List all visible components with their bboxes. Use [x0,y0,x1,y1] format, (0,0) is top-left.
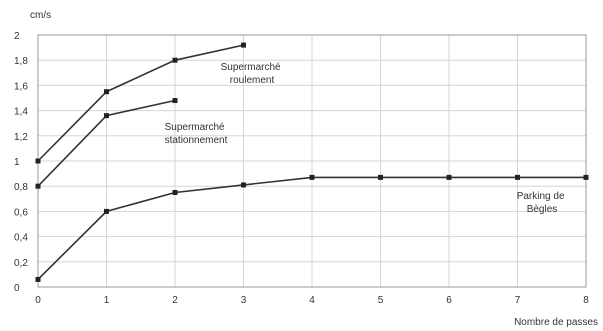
series-label-line: Parking de [517,191,565,202]
y-tick-label: 1,6 [14,81,28,92]
series-label-supermarche-stationnement: Supermarché stationnement [165,122,228,146]
data-point [378,174,383,180]
series-label-parking-de-begles: Parking de Bègles [517,191,568,215]
y-tick-label: 1,2 [14,132,28,143]
data-point [104,89,109,95]
series-label-supermarche-roulement: Supermarché roulement [221,62,284,86]
x-tick-label: 7 [515,295,521,306]
series-group [35,42,589,282]
series-label-line: Supermarché [165,122,225,133]
data-point [104,208,109,214]
y-tick-label: 1,8 [14,56,28,67]
data-point [172,57,178,63]
data-point [172,98,178,104]
x-tick-label: 2 [172,295,178,306]
series-label-line: Bègles [527,204,558,215]
data-point [35,158,41,164]
x-tick-label: 8 [583,295,589,306]
data-point [309,174,315,180]
data-point [35,183,41,189]
data-point [104,113,109,119]
y-tick-label: 1 [14,157,20,168]
data-point [515,174,520,180]
series-label-line: roulement [230,75,275,86]
x-axis-label: Nombre de passes [514,317,598,328]
y-tick-label: 1,4 [14,107,28,118]
gridlines [37,34,587,288]
data-point [241,42,246,48]
y-tick-label: 0 [14,283,20,294]
y-tick-label: 2 [14,31,20,42]
x-tick-label: 6 [446,295,452,306]
series-line-0 [37,44,244,162]
series-label-line: stationnement [165,135,228,146]
data-point [241,182,246,188]
data-point [446,174,452,180]
x-tick-label: 5 [378,295,384,306]
y-tick-label: 0,2 [14,258,28,269]
x-tick-labels: 0 1 2 3 4 5 6 7 8 [35,295,589,306]
data-point [583,174,589,180]
y-tick-label: 0,4 [14,233,28,244]
y-tick-label: 0,6 [14,207,28,218]
data-point [35,276,41,282]
y-tick-label: 0,8 [14,182,28,193]
series-label-line: Supermarché [221,62,281,73]
y-tick-labels: 0 0,2 0,4 0,6 0,8 1 1,2 1,4 1,6 1,8 2 [14,31,28,294]
x-tick-label: 3 [241,295,247,306]
data-point [172,190,178,195]
x-tick-label: 1 [104,295,110,306]
x-tick-label: 0 [35,295,41,306]
y-axis-label: cm/s [30,10,51,21]
x-tick-label: 4 [309,295,315,306]
